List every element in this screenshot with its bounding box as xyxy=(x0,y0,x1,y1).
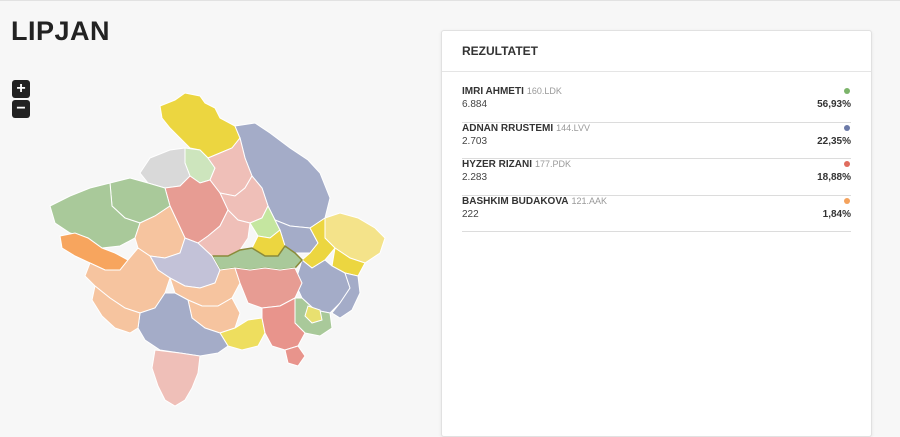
results-panel: REZULTATET IMRI AHMETI 160.LDK 6.884 56,9… xyxy=(441,30,872,437)
top-border xyxy=(0,0,900,3)
candidate-list: 144.LVV xyxy=(556,122,590,133)
page-title: LIPJAN xyxy=(11,16,111,46)
candidate-name: ADNAN RRUSTEMI xyxy=(462,122,554,134)
map-region-kllokot[interactable] xyxy=(304,305,323,324)
candidate-percent: 56,93% xyxy=(817,99,851,110)
candidate-votes: 2.703 xyxy=(462,135,488,147)
candidate-list: 160.LDK xyxy=(526,86,562,96)
party-color-dot xyxy=(844,124,850,131)
candidate-name: HYZER RIZANI xyxy=(462,159,532,170)
candidate-percent: 22,35% xyxy=(817,135,851,147)
map-region-dragash[interactable] xyxy=(151,349,201,407)
map-region-leposavic[interactable] xyxy=(159,92,241,159)
candidate-votes: 2.283 xyxy=(462,172,488,183)
party-color-dot xyxy=(844,161,850,167)
map-svg xyxy=(49,92,386,407)
candidate-name: BASHKIM BUDAKOVA xyxy=(462,195,569,207)
map-region-zubin-gray[interactable] xyxy=(139,147,191,189)
candidate-name: IMRI AHMETI xyxy=(462,86,524,97)
zoom-in-button[interactable]: + xyxy=(12,80,30,98)
zoom-out-button[interactable]: − xyxy=(12,100,30,118)
party-color-dot xyxy=(844,197,850,204)
candidate-votes: 6.884 xyxy=(462,99,488,110)
candidate-percent: 1,84% xyxy=(822,208,851,220)
result-row[interactable]: HYZER RIZANI 177.PDK 2.283 18,88% xyxy=(462,159,851,196)
candidate-votes: 222 xyxy=(462,208,479,220)
result-row[interactable]: IMRI AHMETI 160.LDK 6.884 56,93% xyxy=(462,86,851,123)
municipality-map[interactable] xyxy=(40,88,400,418)
candidate-list: 121.AAK xyxy=(571,195,608,206)
map-region-gjakove-south[interactable] xyxy=(91,285,141,334)
result-row[interactable]: ADNAN RRUSTEMI 144.LVV 2.703 22,35% xyxy=(462,122,851,159)
candidate-percent: 18,88% xyxy=(817,172,851,183)
map-region-hani-elezit[interactable] xyxy=(284,345,306,367)
map-region-prizren[interactable] xyxy=(137,292,229,357)
result-row[interactable]: BASHKIM BUDAKOVA 121.AAK 222 1,84% xyxy=(462,195,851,232)
results-list: IMRI AHMETI 160.LDK 6.884 56,93% ADNAN RR… xyxy=(442,72,871,232)
map-region-shtime[interactable] xyxy=(234,267,303,309)
party-color-dot xyxy=(844,88,850,94)
candidate-list: 177.PDK xyxy=(535,159,572,169)
map-region-partesh[interactable] xyxy=(331,272,361,319)
results-title: REZULTATET xyxy=(442,31,871,72)
